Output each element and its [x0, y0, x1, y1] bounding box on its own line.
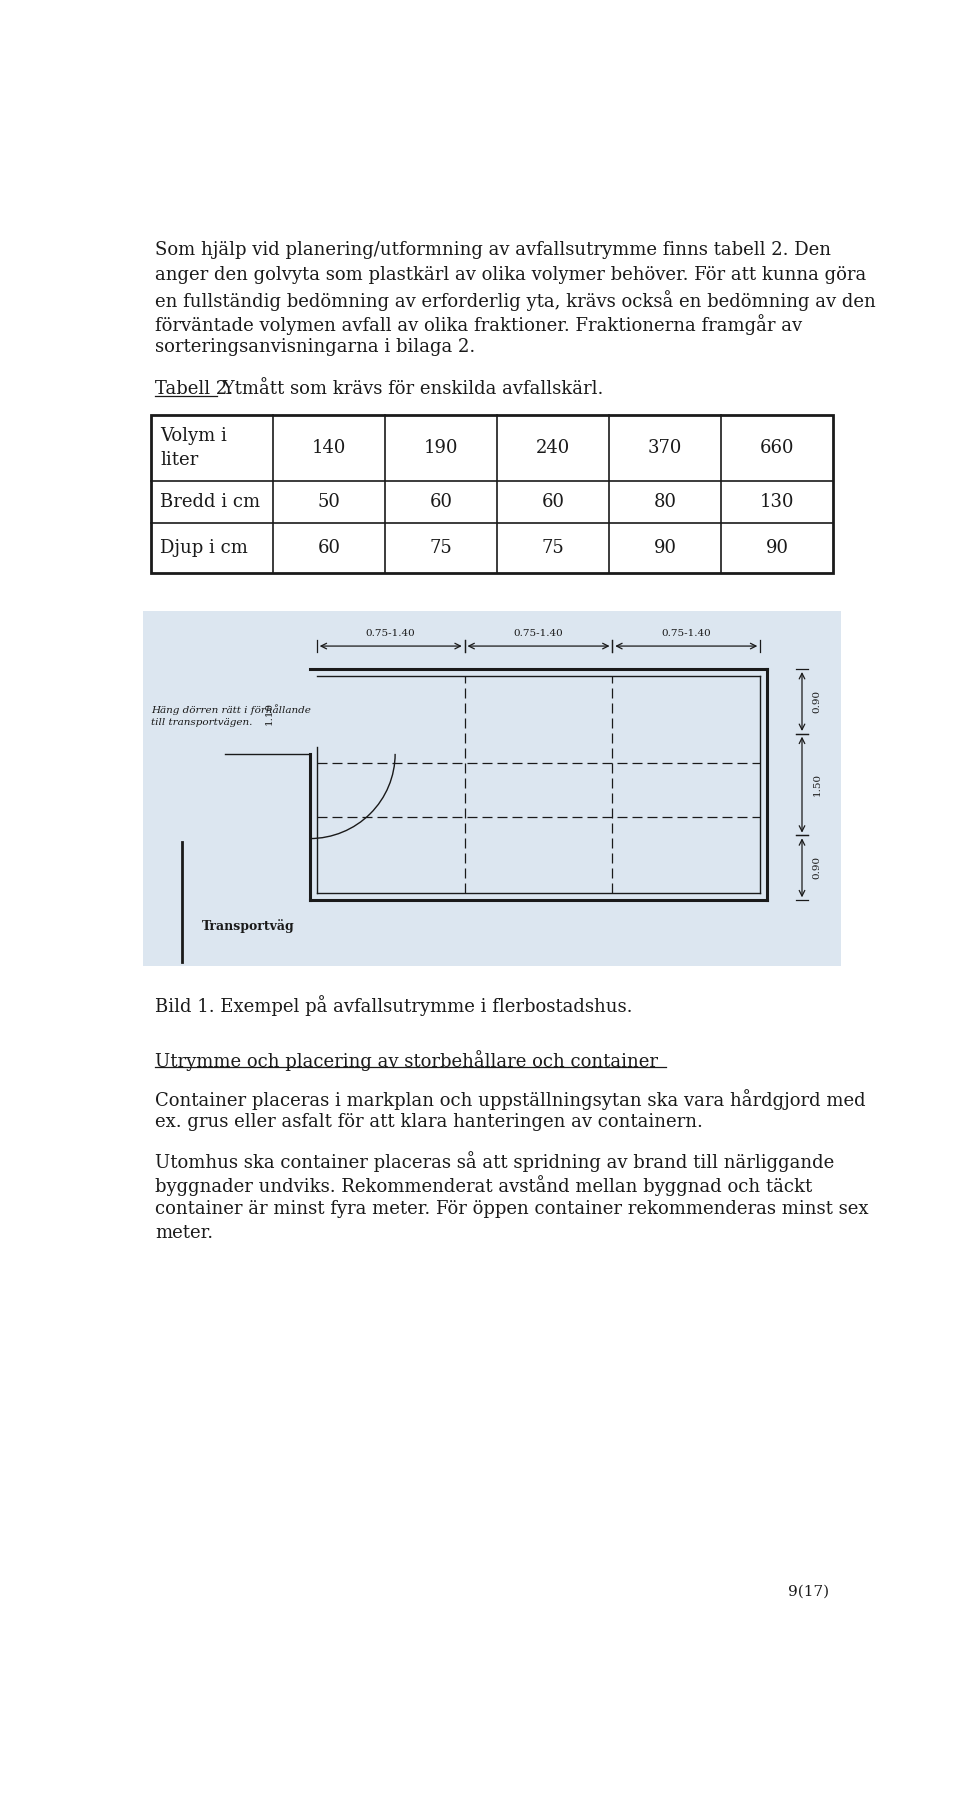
Text: container är minst fyra meter. För öppen container rekommenderas minst sex: container är minst fyra meter. För öppen… — [155, 1200, 869, 1218]
Text: 75: 75 — [541, 538, 564, 557]
Text: 140: 140 — [312, 439, 347, 457]
Text: meter.: meter. — [155, 1224, 213, 1242]
Bar — [143, 611, 841, 966]
Text: 0.75-1.40: 0.75-1.40 — [366, 629, 416, 638]
Text: anger den golvyta som plastkärl av olika volymer behöver. För att kunna göra: anger den golvyta som plastkärl av olika… — [155, 267, 866, 283]
Text: Som hjälp vid planering/utformning av avfallsutrymme finns tabell 2. Den: Som hjälp vid planering/utformning av av… — [155, 241, 830, 259]
Text: förväntade volymen avfall av olika fraktioner. Fraktionerna framgår av: förväntade volymen avfall av olika frakt… — [155, 314, 802, 335]
Text: 0.90: 0.90 — [813, 856, 822, 879]
Text: 240: 240 — [536, 439, 570, 457]
Text: sorteringsanvisningarna i bilaga 2.: sorteringsanvisningarna i bilaga 2. — [155, 339, 475, 357]
Text: 9(17): 9(17) — [788, 1585, 829, 1599]
Text: 60: 60 — [541, 493, 564, 511]
Text: byggnader undviks. Rekommenderat avstånd mellan byggnad och täckt: byggnader undviks. Rekommenderat avstånd… — [155, 1175, 812, 1197]
Text: 90: 90 — [654, 538, 677, 557]
Text: 90: 90 — [765, 538, 788, 557]
Text: Volym i
liter: Volym i liter — [160, 428, 228, 468]
Text: 75: 75 — [430, 538, 452, 557]
Text: 0.75-1.40: 0.75-1.40 — [514, 629, 564, 638]
Text: 50: 50 — [318, 493, 341, 511]
Text: Djup i cm: Djup i cm — [160, 538, 249, 557]
Text: 130: 130 — [759, 493, 794, 511]
Text: 0.75-1.40: 0.75-1.40 — [661, 629, 711, 638]
Text: 370: 370 — [648, 439, 683, 457]
Text: 60: 60 — [430, 493, 453, 511]
Text: Häng dörren rätt i förhållande
till transportvägen.: Häng dörren rätt i förhållande till tran… — [151, 703, 311, 727]
Text: 0.90: 0.90 — [813, 691, 822, 713]
Text: Bild 1. Exempel på avfallsutrymme i flerbostadshus.: Bild 1. Exempel på avfallsutrymme i fler… — [155, 995, 633, 1015]
Text: 1.50: 1.50 — [813, 772, 822, 796]
Text: Bredd i cm: Bredd i cm — [160, 493, 260, 511]
Bar — [151, 415, 833, 573]
Text: 80: 80 — [654, 493, 677, 511]
Text: Utomhus ska container placeras så att spridning av brand till närliggande: Utomhus ska container placeras så att sp… — [155, 1151, 834, 1173]
Text: 1.10: 1.10 — [265, 702, 274, 725]
Text: Container placeras i markplan och uppställningsytan ska vara hårdgjord med: Container placeras i markplan och uppstä… — [155, 1090, 866, 1110]
Text: Ytmått som krävs för enskilda avfallskärl.: Ytmått som krävs för enskilda avfallskär… — [217, 379, 603, 397]
Text: Transportväg: Transportväg — [202, 919, 294, 934]
Text: en fullständig bedömning av erforderlig yta, krävs också en bedömning av den: en fullständig bedömning av erforderlig … — [155, 290, 876, 310]
Text: 190: 190 — [424, 439, 458, 457]
Text: 60: 60 — [318, 538, 341, 557]
Text: ex. grus eller asfalt för att klara hanteringen av containern.: ex. grus eller asfalt för att klara hant… — [155, 1113, 703, 1131]
Text: Tabell 2.: Tabell 2. — [155, 379, 233, 397]
Text: 660: 660 — [759, 439, 794, 457]
Text: Utrymme och placering av storbehållare och container: Utrymme och placering av storbehållare o… — [155, 1050, 658, 1071]
